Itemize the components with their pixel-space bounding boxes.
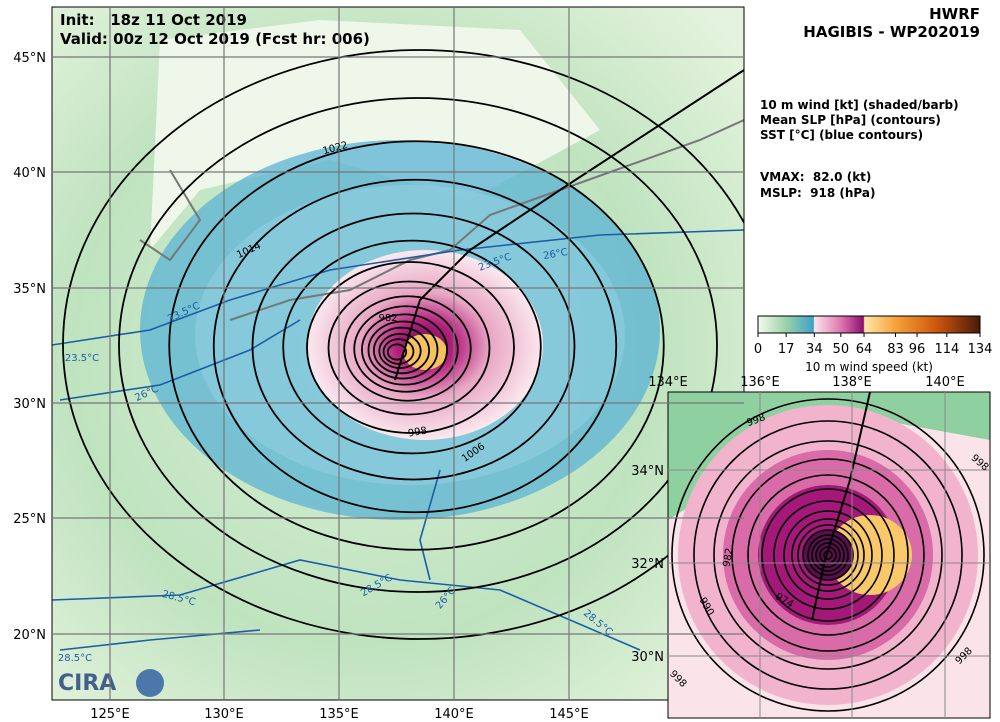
storm-text: HAGIBIS - WP202019 <box>803 23 980 41</box>
isobar <box>807 534 849 576</box>
lon-label: 130°E <box>204 707 244 722</box>
lat-label: 25°N <box>13 512 46 527</box>
colorbar-tick-label: 96 <box>909 342 926 357</box>
isobar <box>811 538 845 572</box>
contour-label: 998 <box>407 425 428 439</box>
inset-frame <box>667 391 991 719</box>
lat-label: 45°N <box>13 51 46 66</box>
lon-label: 145°E <box>549 707 589 722</box>
storm-stat: VMAX: 82.0 (kt) <box>760 170 871 184</box>
storm-stat: MSLP: 918 (hPa) <box>760 186 876 200</box>
contour-label: 982 <box>721 547 735 568</box>
model-text: HWRF <box>929 5 980 23</box>
lat-label: 34°N <box>631 464 664 479</box>
lat-label: 30°N <box>631 650 664 665</box>
lon-label: 134°E <box>648 375 688 390</box>
lon-label: 138°E <box>832 375 872 390</box>
isobar <box>282 239 542 455</box>
isobar <box>761 488 895 622</box>
contour-label: 982 <box>378 313 397 324</box>
lat-label: 32°N <box>631 557 664 572</box>
isobar <box>378 332 422 369</box>
isobar <box>386 343 408 361</box>
contour-label: 28.5°C <box>58 653 92 664</box>
lon-label: 140°E <box>434 707 474 722</box>
isobar <box>693 420 963 690</box>
lat-label: 30°N <box>13 397 46 412</box>
colorbar-tick-label: 83 <box>887 342 904 357</box>
isobar <box>731 458 925 652</box>
field-description: 10 m wind [kt] (shaded/barb) <box>760 98 959 112</box>
colorbar-tick-label: 0 <box>754 342 762 357</box>
isobar <box>713 440 943 670</box>
lon-label: 136°E <box>740 375 780 390</box>
isobar <box>797 524 859 586</box>
colorbar-tick-label: 134 <box>968 342 993 357</box>
isobar <box>783 510 873 600</box>
colorbar-label: 10 m wind speed (kt) <box>805 360 933 374</box>
colorbar-tick-label: 50 <box>833 342 850 357</box>
isobar <box>251 212 576 481</box>
init-text: Init: 18z 11 Oct 2019 <box>60 11 247 29</box>
lon-label: 125°E <box>90 707 130 722</box>
isobar <box>353 305 459 393</box>
isobar <box>671 398 985 712</box>
isobar <box>815 542 841 568</box>
colorbar-tick-label: 64 <box>856 342 873 357</box>
field-description: SST [°C] (blue contours) <box>760 128 923 142</box>
isobar <box>212 178 618 514</box>
isobar <box>62 49 744 640</box>
isobar <box>802 529 854 581</box>
cira-logo: CIRA <box>58 669 164 697</box>
svg-text:CIRA: CIRA <box>58 671 116 696</box>
field-description: Mean SLP [hPa] (contours) <box>760 113 941 127</box>
main-map <box>52 7 744 700</box>
isobar <box>168 140 665 551</box>
inset-map <box>668 392 990 718</box>
isobar <box>343 295 472 402</box>
valid-text: Valid: 00z 12 Oct 2019 (Fcst hr: 006) <box>60 30 370 48</box>
colorbar-tick-label: 114 <box>934 342 959 357</box>
contour-label: 23.5°C <box>65 353 99 364</box>
isobar <box>372 326 430 375</box>
main-frame <box>51 6 745 701</box>
lon-label: 135°E <box>319 707 359 722</box>
isobar <box>773 500 883 610</box>
lat-label: 20°N <box>13 628 46 643</box>
contour-label: 26°C <box>542 247 568 262</box>
isobar <box>791 518 865 592</box>
colorbar-tick-label: 34 <box>806 342 823 357</box>
colorbar <box>757 315 981 334</box>
isobar <box>306 261 515 434</box>
isobar <box>118 97 718 593</box>
isobar <box>747 474 909 636</box>
isobar <box>327 280 491 416</box>
lat-label: 35°N <box>13 282 46 297</box>
isobar <box>361 313 448 386</box>
lat-label: 40°N <box>13 166 46 181</box>
lon-label: 140°E <box>925 375 965 390</box>
isobar <box>367 320 439 380</box>
colorbar-tick-label: 17 <box>778 342 795 357</box>
isobar <box>382 338 415 365</box>
